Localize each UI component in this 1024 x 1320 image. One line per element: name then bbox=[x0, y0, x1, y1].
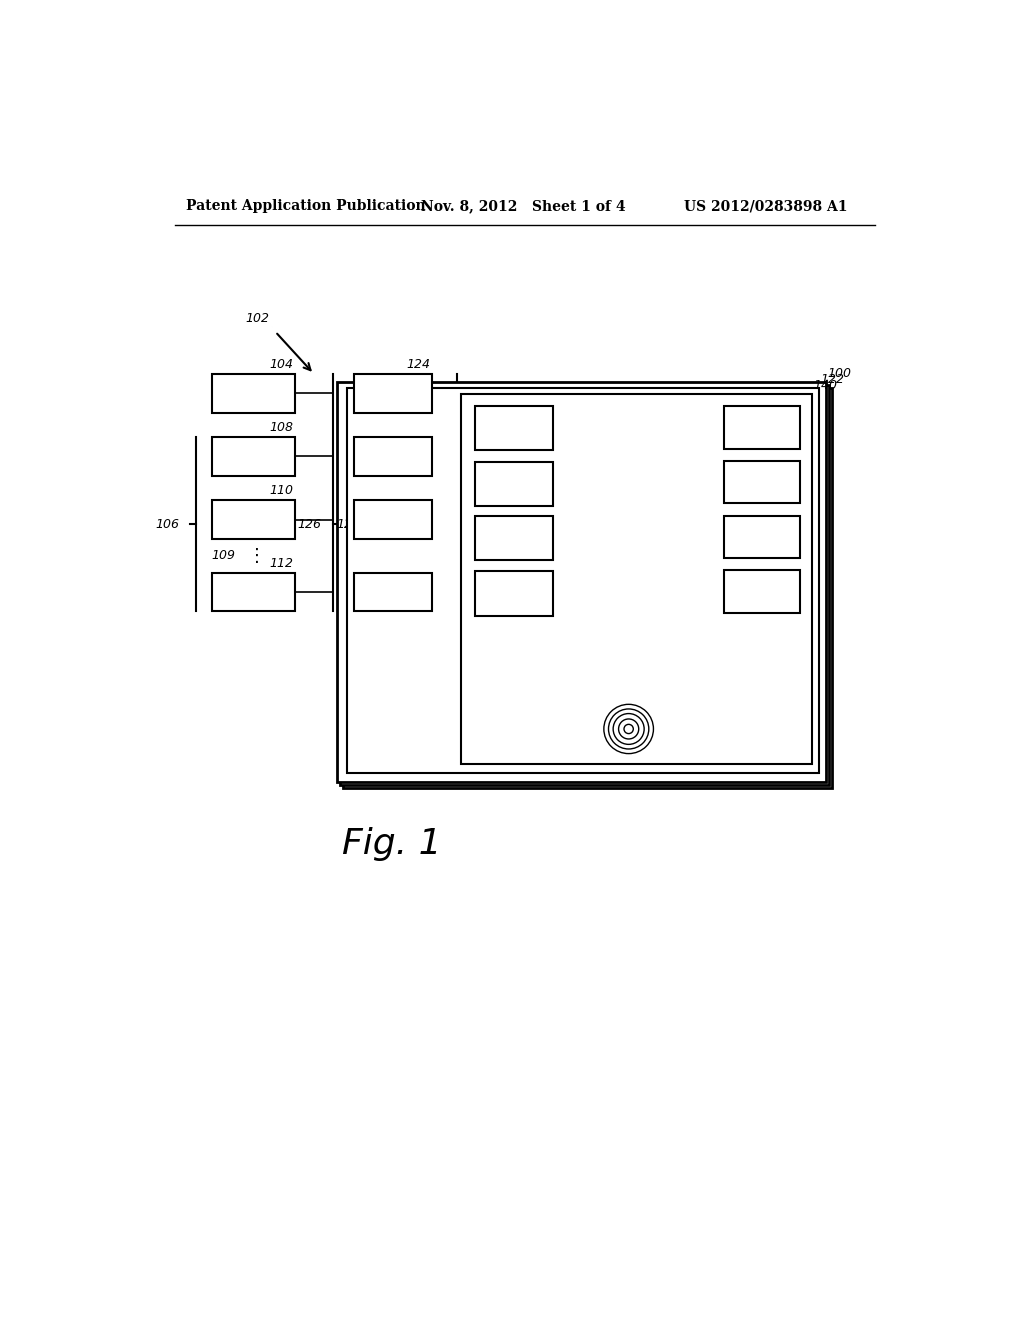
Bar bbox=[724, 461, 800, 503]
Text: Fig. 1: Fig. 1 bbox=[342, 826, 441, 861]
Bar bbox=[337, 381, 825, 781]
Text: 124: 124 bbox=[407, 358, 430, 371]
Text: ⋮: ⋮ bbox=[249, 546, 266, 565]
Bar bbox=[354, 437, 432, 475]
Text: 100: 100 bbox=[827, 367, 851, 380]
Bar bbox=[212, 374, 295, 412]
Text: 122: 122 bbox=[821, 374, 845, 387]
Text: US 2012/0283898 A1: US 2012/0283898 A1 bbox=[684, 199, 848, 213]
Text: 148: 148 bbox=[449, 532, 472, 545]
Text: 109: 109 bbox=[211, 549, 236, 562]
Text: 102: 102 bbox=[245, 313, 269, 326]
Text: 142: 142 bbox=[527, 389, 551, 403]
Bar bbox=[212, 573, 295, 611]
Text: 110: 110 bbox=[270, 484, 294, 498]
Bar bbox=[461, 395, 812, 763]
Text: 140: 140 bbox=[813, 379, 837, 392]
Text: 130: 130 bbox=[407, 484, 430, 498]
Text: Patent Application Publication: Patent Application Publication bbox=[186, 199, 426, 213]
Bar bbox=[354, 500, 432, 539]
Bar bbox=[354, 573, 432, 611]
Bar bbox=[340, 385, 828, 785]
Text: 106: 106 bbox=[156, 517, 179, 531]
Text: 150: 150 bbox=[478, 626, 503, 638]
Bar bbox=[475, 572, 553, 615]
Bar bbox=[475, 405, 553, 450]
Bar bbox=[212, 437, 295, 475]
Text: 112: 112 bbox=[270, 557, 294, 570]
Text: 104: 104 bbox=[270, 358, 294, 371]
Text: 160: 160 bbox=[658, 730, 682, 743]
Text: 154: 154 bbox=[774, 445, 799, 458]
Text: 156: 156 bbox=[774, 499, 799, 512]
Text: 108: 108 bbox=[270, 421, 294, 434]
Bar bbox=[346, 388, 819, 774]
Text: 129: 129 bbox=[351, 549, 376, 562]
Text: 152: 152 bbox=[774, 391, 799, 404]
Text: ⋮: ⋮ bbox=[388, 546, 406, 565]
Text: 132: 132 bbox=[407, 557, 430, 570]
Bar bbox=[724, 570, 800, 612]
Bar bbox=[724, 516, 800, 558]
Bar bbox=[343, 388, 831, 788]
Bar bbox=[212, 500, 295, 539]
Text: 126: 126 bbox=[298, 517, 322, 531]
Bar bbox=[354, 374, 432, 412]
Text: Nov. 8, 2012   Sheet 1 of 4: Nov. 8, 2012 Sheet 1 of 4 bbox=[421, 199, 626, 213]
Text: 158: 158 bbox=[774, 554, 799, 568]
Bar bbox=[475, 516, 553, 561]
Text: 144: 144 bbox=[750, 400, 774, 413]
Bar bbox=[475, 462, 553, 507]
Text: 120: 120 bbox=[337, 517, 360, 531]
Text: 128: 128 bbox=[407, 421, 430, 434]
Bar bbox=[724, 407, 800, 449]
Text: 146: 146 bbox=[449, 478, 472, 491]
